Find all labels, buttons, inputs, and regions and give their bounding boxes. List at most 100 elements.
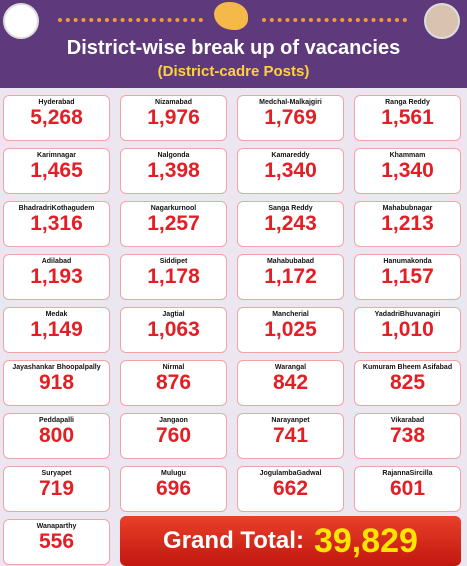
district-card: Jayashankar Bhoopalpally 918	[3, 360, 110, 406]
district-name: Suryapet	[41, 470, 72, 477]
vacancy-count: 1,193	[30, 265, 83, 288]
vacancy-count: 1,178	[147, 265, 200, 288]
vacancy-count: 738	[389, 424, 426, 447]
district-name: Siddipet	[159, 258, 188, 265]
vacancy-count: 1,465	[30, 159, 83, 182]
district-name: Peddapalli	[38, 417, 74, 424]
vacancy-count: 760	[155, 424, 192, 447]
district-card: Nirmal 876	[120, 360, 227, 406]
district-card: Nalgonda 1,398	[120, 148, 227, 194]
vacancy-count: 1,172	[264, 265, 317, 288]
vacancy-count: 1,316	[30, 212, 83, 235]
district-card: Mahabubabad 1,172	[237, 254, 344, 300]
district-name: Khammam	[389, 152, 426, 159]
vacancy-count: 1,157	[381, 265, 434, 288]
district-card: Kumuram Bheem Asifabad 825	[354, 360, 461, 406]
district-name: Jangaon	[159, 417, 188, 424]
district-name: Mahabubabad	[266, 258, 315, 265]
district-name: Nalgonda	[157, 152, 190, 159]
district-name: Narayanpet	[271, 417, 310, 424]
header: District-wise break up of vacancies (Dis…	[0, 0, 467, 88]
decor	[262, 18, 407, 22]
district-name: Hanumakonda	[383, 258, 432, 265]
vacancy-count: 1,257	[147, 212, 200, 235]
district-name: Kamareddy	[271, 152, 310, 159]
vacancy-count: 662	[272, 477, 309, 500]
district-name: Nizamabad	[155, 99, 192, 106]
vacancy-count: 556	[38, 530, 75, 553]
subtitle: (District-cadre Posts)	[157, 63, 310, 80]
emblem	[3, 3, 39, 39]
vacancy-count: 842	[272, 371, 309, 394]
portrait	[424, 3, 460, 39]
district-card: Jagtial 1,063	[120, 307, 227, 353]
district-card: Medchal-Malkajgiri 1,769	[237, 95, 344, 141]
district-name: Ranga Reddy	[385, 99, 430, 106]
district-name: Vikarabad	[390, 417, 425, 424]
district-name: Sanga Reddy	[268, 205, 313, 212]
vacancy-count: 1,213	[381, 212, 434, 235]
vacancy-count: 1,769	[264, 106, 317, 129]
district-card: Suryapet 719	[3, 466, 110, 512]
district-card: Warangal 842	[237, 360, 344, 406]
district-card: Jangaon 760	[120, 413, 227, 459]
vacancy-count: 1,243	[264, 212, 317, 235]
district-grid: Hyderabad 5,268 Nizamabad 1,976 Medchal-Malk…	[3, 95, 462, 566]
district-card: Nizamabad 1,976	[120, 95, 227, 141]
district-name: Medchal-Malkajgiri	[259, 99, 322, 106]
district-name: Mahabubnagar	[382, 205, 433, 212]
district-name: Kumuram Bheem Asifabad	[362, 364, 453, 371]
district-name: Hyderabad	[38, 99, 75, 106]
district-name: Adilabad	[41, 258, 72, 265]
district-card: Siddipet 1,178	[120, 254, 227, 300]
vacancy-count: 1,340	[264, 159, 317, 182]
decor	[58, 18, 203, 22]
vacancy-count: 1,976	[147, 106, 200, 129]
vacancy-count: 876	[155, 371, 192, 394]
district-card: Mahabubnagar 1,213	[354, 201, 461, 247]
total-label: Grand Total:	[163, 527, 304, 554]
district-card: Adilabad 1,193	[3, 254, 110, 300]
district-card: Mulugu 696	[120, 466, 227, 512]
vacancy-count: 825	[389, 371, 426, 394]
state-map	[214, 2, 248, 30]
district-card: Sanga Reddy 1,243	[237, 201, 344, 247]
vacancy-count: 601	[389, 477, 426, 500]
district-name: JogulambaGadwal	[259, 470, 322, 477]
vacancy-count: 696	[155, 477, 192, 500]
district-card: YadadriBhuvanagiri 1,010	[354, 307, 461, 353]
district-card: Khammam 1,340	[354, 148, 461, 194]
district-name: Mulugu	[161, 470, 186, 477]
district-name: BhadradriKothagudem	[18, 205, 95, 212]
district-name: Jagtial	[162, 311, 185, 318]
vacancy-count: 1,561	[381, 106, 434, 129]
district-card: Medak 1,149	[3, 307, 110, 353]
district-name: Nirmal	[162, 364, 185, 371]
district-name: Nagarkurnool	[150, 205, 197, 212]
district-card: Ranga Reddy 1,561	[354, 95, 461, 141]
vacancy-count: 1,010	[381, 318, 434, 341]
vacancy-count: 1,025	[264, 318, 317, 341]
district-name: Warangal	[274, 364, 307, 371]
district-name: Jayashankar Bhoopalpally	[12, 364, 101, 371]
district-card: RajannaSircilla 601	[354, 466, 461, 512]
district-name: Karimnagar	[37, 152, 76, 159]
district-name: RajannaSircilla	[382, 470, 433, 477]
vacancy-count: 1,398	[147, 159, 200, 182]
district-card: Kamareddy 1,340	[237, 148, 344, 194]
grand-total: Grand Total: 39,829	[120, 516, 461, 566]
vacancy-count: 918	[38, 371, 75, 394]
vacancy-count: 5,268	[30, 106, 83, 129]
vacancy-count: 1,149	[30, 318, 83, 341]
district-name: Wanaparthy	[36, 523, 77, 530]
district-card: Peddapalli 800	[3, 413, 110, 459]
vacancy-count: 1,340	[381, 159, 434, 182]
district-name: Mancherial	[272, 311, 309, 318]
district-card: Narayanpet 741	[237, 413, 344, 459]
district-card: Nagarkurnool 1,257	[120, 201, 227, 247]
district-card: Hyderabad 5,268	[3, 95, 110, 141]
district-card: Karimnagar 1,465	[3, 148, 110, 194]
title: District-wise break up of vacancies	[66, 37, 401, 59]
district-card: Mancherial 1,025	[237, 307, 344, 353]
